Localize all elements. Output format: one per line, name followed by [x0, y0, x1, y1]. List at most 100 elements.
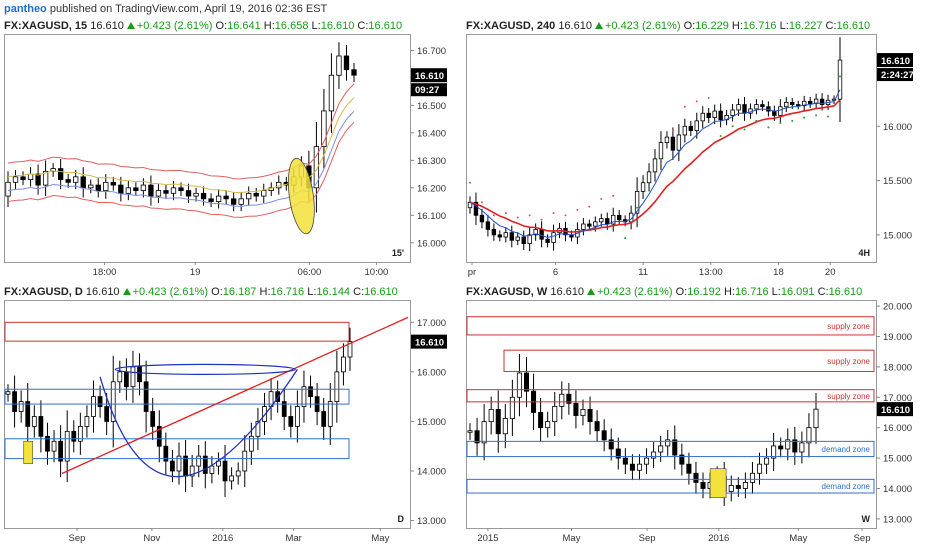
- candle-body: [308, 386, 313, 398]
- x-tick-label: 20: [825, 267, 836, 278]
- chart-panel-weekly[interactable]: FX:XAGUSD, W 16.610 +0.423 (2.61%) O:16.1…: [466, 284, 928, 546]
- candle-body: [473, 201, 479, 216]
- x-tick-label: 19: [190, 267, 201, 278]
- y-tick-label: 16.400: [417, 128, 446, 139]
- candle-body: [736, 104, 741, 111]
- x-tick-label: 06:00: [298, 267, 322, 278]
- candle-body: [778, 445, 784, 450]
- sar-dot: [827, 115, 830, 118]
- plot-area: [4, 34, 411, 263]
- candle-body: [196, 455, 202, 467]
- x-tick-label: 2015: [477, 533, 498, 544]
- candle-body: [754, 104, 759, 110]
- candle-body: [150, 411, 156, 427]
- candle-body: [18, 401, 24, 412]
- candle-body: [71, 430, 77, 442]
- candle-body: [682, 125, 688, 136]
- candle-body: [45, 435, 50, 452]
- candle-body: [479, 214, 485, 223]
- demand-zone-box: [466, 440, 875, 458]
- symbol-label: FX:XAGUSD, 240: [466, 20, 556, 32]
- candle-body: [749, 472, 755, 483]
- candle-body: [509, 396, 515, 419]
- candle-body: [566, 393, 572, 404]
- candle-body: [341, 356, 346, 373]
- y-tick-label: 18.000: [883, 362, 912, 373]
- y-tick-label: 16.000: [883, 122, 912, 133]
- price-tag: [877, 53, 913, 68]
- candle-body: [118, 184, 124, 194]
- low-label: L:: [307, 286, 317, 298]
- candle-body: [133, 187, 139, 191]
- candle-body: [110, 381, 116, 422]
- candle-body: [80, 176, 86, 189]
- chart-header: FX:XAGUSD, D 16.610 +0.423 (2.61%) O:16.1…: [4, 284, 398, 300]
- x-tick-label: 11: [638, 267, 648, 278]
- candle-body: [523, 372, 530, 392]
- high-value: 16.658: [274, 20, 309, 32]
- chart-panel-15m[interactable]: FX:XAGUSD, 15 16.610 +0.423 (2.61%) O:16.…: [4, 18, 462, 280]
- last-price: 16.610: [558, 20, 592, 32]
- y-tick-label: 16.000: [417, 238, 446, 249]
- candle-body: [538, 412, 544, 429]
- candle-body: [209, 465, 215, 474]
- candle-body: [760, 104, 765, 108]
- price-tag: [411, 334, 447, 349]
- x-tick-label: May: [371, 533, 389, 544]
- candle-body: [615, 448, 621, 459]
- candle-body: [117, 371, 123, 383]
- close-label: C:: [357, 20, 369, 32]
- candle-body: [686, 463, 692, 474]
- sar-dot: [815, 114, 818, 117]
- up-arrow-icon: [587, 288, 595, 295]
- author-name[interactable]: pantheo: [4, 3, 47, 15]
- supply-zone-box: [4, 321, 350, 342]
- chart-panel-4h[interactable]: FX:XAGUSD, 240 16.610 +0.423 (2.61%) O:16…: [466, 18, 928, 280]
- y-tick-label: 20.000: [883, 302, 912, 313]
- up-arrow-icon: [122, 288, 131, 295]
- candle-body: [12, 391, 17, 412]
- sar-dot: [624, 237, 627, 240]
- high-label: H:: [263, 20, 275, 32]
- sar-dot: [707, 97, 710, 100]
- candle-body: [587, 409, 593, 423]
- price-change: +0.423 (2.61%): [604, 20, 681, 32]
- candle-body: [785, 439, 791, 450]
- y-tick-label: 14.000: [417, 467, 446, 478]
- candle-body: [488, 409, 494, 423]
- y-tick-label: 13.000: [883, 514, 912, 525]
- countdown-label: 2:24:27: [881, 70, 914, 81]
- candle-body: [629, 463, 635, 471]
- candle-body: [688, 125, 693, 132]
- candle-body: [170, 187, 177, 194]
- price-tag-label: 16.610: [415, 338, 444, 349]
- high-value: 16.716: [734, 286, 769, 298]
- candle-body: [125, 187, 132, 194]
- y-tick-label: 19.000: [883, 332, 912, 343]
- y-tick-label: 16.100: [417, 211, 446, 222]
- candle-body: [784, 102, 789, 108]
- sar-dot: [695, 100, 698, 103]
- zone-label: supply zone: [827, 392, 870, 401]
- highlight-box: [23, 440, 34, 464]
- y-tick-label: 13.000: [417, 516, 446, 527]
- last-price: 16.610: [85, 286, 120, 298]
- candle-body: [730, 109, 735, 116]
- sar-dot: [552, 212, 555, 215]
- candle-body: [608, 439, 614, 450]
- candle-body: [25, 401, 31, 427]
- candle-body: [481, 421, 487, 444]
- candle-body: [806, 427, 812, 444]
- countdown-tag: [877, 68, 913, 82]
- x-tick-label: 10:00: [365, 267, 389, 278]
- chart-panel-daily[interactable]: FX:XAGUSD, D 16.610 +0.423 (2.61%) O:16.1…: [4, 284, 462, 546]
- last-price: 16.610: [550, 286, 584, 298]
- sar-dot: [671, 129, 674, 132]
- candle-body: [215, 195, 222, 202]
- y-tick-label: 16.000: [883, 423, 912, 434]
- candle-body: [819, 98, 825, 105]
- candle-body: [202, 455, 208, 474]
- close-label: C:: [817, 286, 829, 298]
- open-value: 16.641: [227, 20, 261, 32]
- price-change: +0.423 (2.61%): [132, 286, 209, 298]
